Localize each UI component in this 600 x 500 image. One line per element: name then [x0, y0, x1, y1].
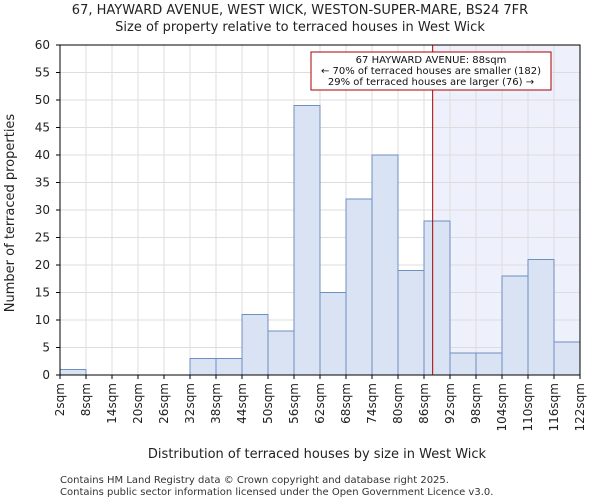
y-tick-label: 10: [35, 313, 50, 327]
bar: [449, 352, 477, 376]
x-tick-label: 86sqm: [417, 383, 431, 424]
y-tick-label: 55: [35, 66, 50, 80]
annotation-line: 29% of terraced houses are larger (76) →: [328, 77, 534, 88]
bar: [553, 341, 581, 376]
x-tick-label: 44sqm: [235, 383, 249, 424]
bar: [189, 358, 217, 376]
x-tick-label: 50sqm: [261, 383, 275, 424]
x-tick-label: 98sqm: [469, 383, 483, 424]
bar: [59, 369, 87, 376]
y-tick-label: 30: [35, 203, 50, 217]
x-tick-label: 32sqm: [183, 383, 197, 424]
y-tick-label: 45: [35, 121, 50, 135]
x-tick-label: 92sqm: [443, 383, 457, 424]
x-tick-label: 74sqm: [365, 383, 379, 424]
footer-line-2: Contains public sector information licen…: [60, 487, 493, 498]
bar: [371, 154, 399, 376]
annotation-line: ← 70% of terraced houses are smaller (18…: [321, 66, 541, 77]
y-tick-label: 35: [35, 176, 50, 190]
x-tick-label: 122sqm: [573, 383, 587, 431]
x-tick-label: 8sqm: [79, 383, 93, 416]
x-tick-label: 38sqm: [209, 383, 223, 424]
bar: [215, 358, 243, 376]
y-tick-label: 20: [35, 258, 50, 272]
annotation-line: 67 HAYWARD AVENUE: 88sqm: [356, 55, 507, 66]
x-tick-label: 26sqm: [157, 383, 171, 424]
x-tick-label: 14sqm: [105, 383, 119, 424]
bar: [423, 220, 451, 376]
bar: [501, 275, 529, 376]
x-tick-label: 68sqm: [339, 383, 353, 424]
bar: [293, 105, 321, 376]
footer-line-1: Contains HM Land Registry data © Crown c…: [60, 475, 449, 486]
x-tick-label: 20sqm: [131, 383, 145, 424]
y-tick-label: 15: [35, 286, 50, 300]
bar: [475, 352, 503, 376]
y-tick-label: 5: [42, 341, 50, 355]
y-tick-label: 50: [35, 93, 50, 107]
x-tick-label: 56sqm: [287, 383, 301, 424]
x-tick-label: 80sqm: [391, 383, 405, 424]
x-tick-label: 104sqm: [495, 383, 509, 431]
chart-subtitle: Size of property relative to terraced ho…: [115, 20, 485, 35]
bar: [319, 292, 347, 376]
y-tick-label: 25: [35, 231, 50, 245]
x-axis-label: Distribution of terraced houses by size …: [148, 447, 487, 462]
annotation-box: [310, 51, 552, 91]
chart-title: 67, HAYWARD AVENUE, WEST WICK, WESTON-SU…: [72, 3, 528, 18]
bar: [397, 270, 425, 376]
bar: [345, 198, 373, 376]
y-tick-label: 40: [35, 148, 50, 162]
bar: [241, 314, 269, 376]
y-tick-label: 60: [35, 38, 50, 52]
y-axis-label: Number of terraced properties: [3, 114, 18, 313]
x-tick-label: 2sqm: [53, 383, 67, 416]
bar: [267, 330, 295, 376]
x-tick-label: 62sqm: [313, 383, 327, 424]
x-tick-label: 110sqm: [521, 383, 535, 431]
plot-area: 0 5 10 15 20 25 30 35 40 45 50 55 60 2sqm 8sqm 14sqm 20s…: [35, 38, 587, 431]
x-tick-label: 116sqm: [547, 383, 561, 431]
bar: [527, 259, 555, 376]
y-tick-label: 0: [42, 368, 50, 382]
